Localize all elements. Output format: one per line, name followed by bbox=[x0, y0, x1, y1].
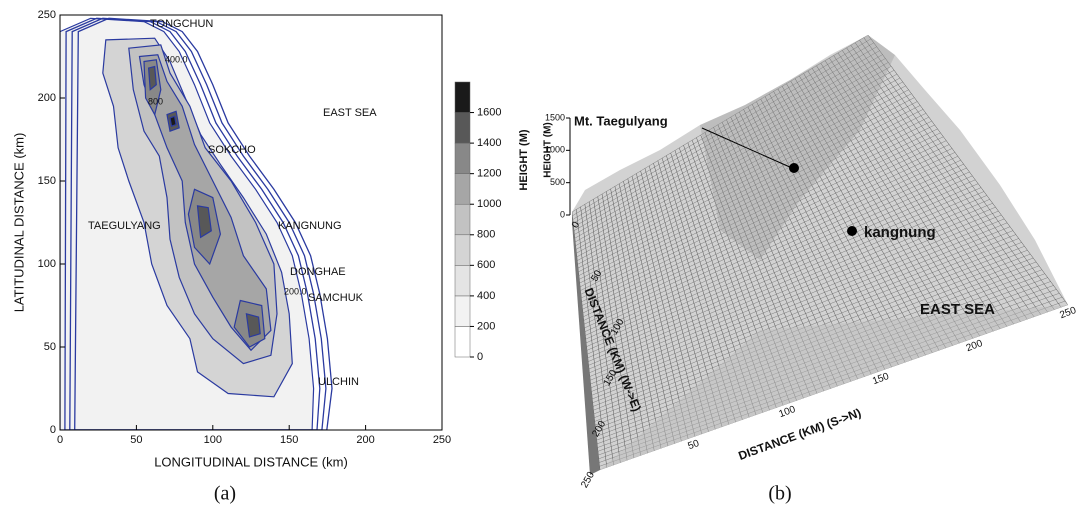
contour-region bbox=[149, 67, 157, 90]
y-tick-label: 200 bbox=[965, 338, 985, 354]
colorbar-tick-label: 1600 bbox=[477, 106, 501, 118]
colorbar-swatch bbox=[455, 296, 470, 327]
y-axis-label: LATITUDINAL DISTANCE (km) bbox=[11, 133, 26, 313]
y-tick-label: 200 bbox=[38, 92, 56, 104]
x-axis-label: LONGITUDINAL DISTANCE (km) bbox=[154, 454, 348, 469]
y-tick-label: 100 bbox=[778, 404, 798, 420]
x-tick-label: 200 bbox=[356, 434, 374, 446]
y-tick-label: 50 bbox=[44, 341, 56, 353]
surface bbox=[560, 30, 1075, 480]
x-tick-label: 0 bbox=[57, 434, 63, 446]
colorbar-swatch bbox=[455, 82, 470, 113]
colorbar-tick-label: 1000 bbox=[477, 198, 501, 210]
figure: (a) (b) 0 50 100 150 200 250 0 50 100 150 200 250 LO… bbox=[0, 0, 1077, 513]
place-label: 400.0 bbox=[165, 54, 188, 64]
colorbar-swatch bbox=[455, 174, 470, 205]
y-tick-label: 250 bbox=[38, 9, 56, 21]
place-label: EAST SEA bbox=[323, 107, 377, 119]
y-tick-label: 150 bbox=[871, 371, 891, 387]
contour-region bbox=[246, 314, 260, 337]
place-label: SOKCHO bbox=[208, 144, 256, 156]
caption: (b) bbox=[768, 483, 791, 505]
place-label: 200.0 bbox=[284, 286, 307, 296]
place-label: KANGNUNG bbox=[278, 220, 342, 232]
colorbar-swatch bbox=[455, 113, 470, 144]
colorbar-tick-label: 1200 bbox=[477, 168, 501, 180]
colorbar-tick-label: 800 bbox=[477, 229, 495, 241]
contour-region bbox=[170, 116, 176, 126]
peak-label: Mt. Taegulyang bbox=[574, 113, 668, 128]
y-tick-label: 50 bbox=[687, 438, 702, 452]
colorbar-swatch bbox=[455, 265, 470, 296]
x-tick-label: 50 bbox=[130, 434, 142, 446]
colorbar-swatch bbox=[455, 326, 470, 357]
colorbar-swatch bbox=[455, 204, 470, 235]
y-tick-label: 150 bbox=[38, 175, 56, 187]
place-label: ULCHIN bbox=[318, 376, 359, 388]
place-label: SAMCHUK bbox=[308, 292, 364, 304]
sea-label: EAST SEA bbox=[920, 301, 995, 318]
x-tick-label: 100 bbox=[204, 434, 222, 446]
peak-marker bbox=[789, 163, 799, 173]
place-label: DONGHAE bbox=[290, 266, 346, 278]
colorbar-label: HEIGHT (M) bbox=[518, 129, 530, 190]
y-tick-label: 0 bbox=[50, 424, 56, 436]
colorbar-tick-label: 200 bbox=[477, 320, 495, 332]
place-label: TAEGULYANG bbox=[88, 220, 161, 232]
colorbar-tick-label: 600 bbox=[477, 259, 495, 271]
place-label: 800 bbox=[148, 96, 163, 106]
city-marker bbox=[847, 226, 857, 236]
colorbar-tick-label: 400 bbox=[477, 290, 495, 302]
colorbar-tick-label: 1400 bbox=[477, 137, 501, 149]
place-label: TONGCHUN bbox=[150, 18, 213, 30]
z-axis-label: HEIGHT (M) bbox=[543, 122, 554, 178]
z-tick-label: 1500 bbox=[545, 112, 565, 122]
y-tick-label: 100 bbox=[38, 258, 56, 270]
city-label: kangnung bbox=[864, 224, 936, 241]
z-tick-label: 0 bbox=[560, 209, 565, 219]
x-tick-label: 150 bbox=[280, 434, 298, 446]
colorbar-swatch bbox=[455, 143, 470, 174]
x-tick-label: 250 bbox=[579, 470, 597, 490]
x-tick-label: 250 bbox=[433, 434, 451, 446]
caption: (a) bbox=[214, 483, 236, 505]
colorbar-swatch bbox=[455, 235, 470, 266]
colorbar-tick-label: 0 bbox=[477, 351, 483, 363]
